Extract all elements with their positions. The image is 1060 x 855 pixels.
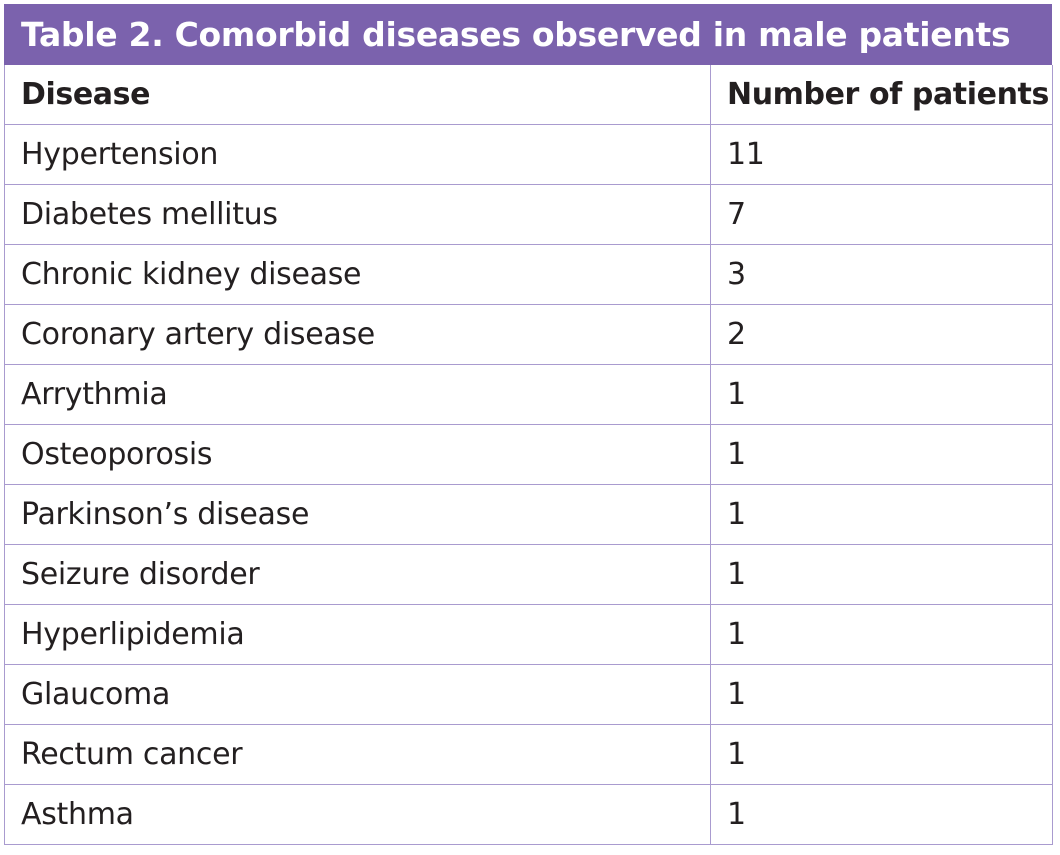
table-row: Seizure disorder 1 bbox=[4, 544, 1053, 605]
disease-cell: Asthma bbox=[4, 784, 711, 845]
table-row: Arrythmia 1 bbox=[4, 364, 1053, 425]
table-row: Parkinson’s disease 1 bbox=[4, 484, 1053, 545]
count-cell: 1 bbox=[710, 544, 1053, 605]
column-header-disease: Disease bbox=[4, 65, 711, 125]
table-row: Chronic kidney disease 3 bbox=[4, 244, 1053, 305]
table-row: Asthma 1 bbox=[4, 784, 1053, 845]
table-row: Diabetes mellitus 7 bbox=[4, 184, 1053, 245]
count-cell: 2 bbox=[710, 304, 1053, 365]
table-row: Hyperlipidemia 1 bbox=[4, 604, 1053, 665]
disease-cell: Parkinson’s disease bbox=[4, 484, 711, 545]
disease-cell: Hypertension bbox=[4, 124, 711, 185]
data-table: Disease Number of patients Hypertension … bbox=[4, 65, 1053, 845]
count-cell: 1 bbox=[710, 424, 1053, 485]
disease-cell: Diabetes mellitus bbox=[4, 184, 711, 245]
table-row: Rectum cancer 1 bbox=[4, 724, 1053, 785]
count-cell: 3 bbox=[710, 244, 1053, 305]
count-cell: 1 bbox=[710, 484, 1053, 545]
header-row: Disease Number of patients bbox=[4, 65, 1053, 125]
disease-cell: Rectum cancer bbox=[4, 724, 711, 785]
disease-cell: Arrythmia bbox=[4, 364, 711, 425]
count-cell: 1 bbox=[710, 724, 1053, 785]
table-title: Table 2. Comorbid diseases observed in m… bbox=[4, 4, 1052, 65]
count-cell: 1 bbox=[710, 664, 1053, 725]
disease-cell: Hyperlipidemia bbox=[4, 604, 711, 665]
table-row: Osteoporosis 1 bbox=[4, 424, 1053, 485]
disease-cell: Chronic kidney disease bbox=[4, 244, 711, 305]
count-cell: 1 bbox=[710, 604, 1053, 665]
comorbid-diseases-table: Table 2. Comorbid diseases observed in m… bbox=[4, 4, 1053, 845]
table-row: Hypertension 11 bbox=[4, 124, 1053, 185]
disease-cell: Coronary artery disease bbox=[4, 304, 711, 365]
column-header-count: Number of patients bbox=[710, 65, 1053, 125]
count-cell: 11 bbox=[710, 124, 1053, 185]
count-cell: 7 bbox=[710, 184, 1053, 245]
count-cell: 1 bbox=[710, 784, 1053, 845]
disease-cell: Seizure disorder bbox=[4, 544, 711, 605]
table-row: Glaucoma 1 bbox=[4, 664, 1053, 725]
disease-cell: Osteoporosis bbox=[4, 424, 711, 485]
disease-cell: Glaucoma bbox=[4, 664, 711, 725]
count-cell: 1 bbox=[710, 364, 1053, 425]
table-row: Coronary artery disease 2 bbox=[4, 304, 1053, 365]
